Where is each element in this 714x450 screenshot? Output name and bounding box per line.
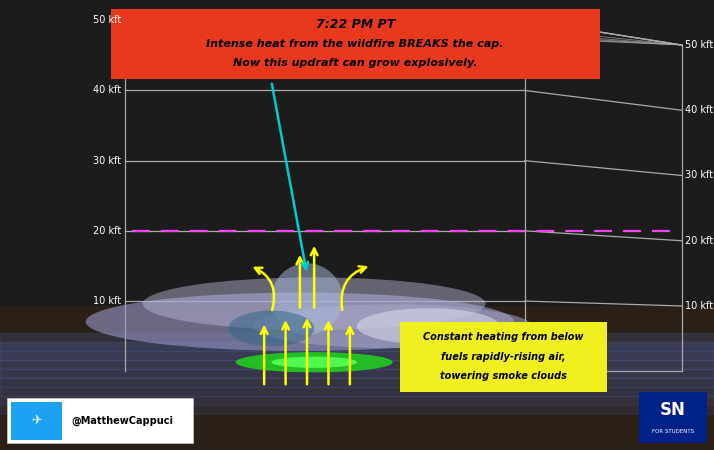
Text: 30 kft: 30 kft xyxy=(94,156,121,166)
FancyBboxPatch shape xyxy=(111,9,600,79)
Text: 50 kft: 50 kft xyxy=(685,40,714,50)
Polygon shape xyxy=(0,342,714,360)
Text: Constant heating from below: Constant heating from below xyxy=(423,332,583,342)
Text: 10 kft: 10 kft xyxy=(685,301,713,311)
Polygon shape xyxy=(0,378,714,396)
Polygon shape xyxy=(0,387,714,405)
FancyBboxPatch shape xyxy=(11,401,62,440)
Text: towering smoke clouds: towering smoke clouds xyxy=(440,371,567,381)
Polygon shape xyxy=(0,333,714,351)
Ellipse shape xyxy=(253,304,532,348)
Text: fuels rapidly-rising air,: fuels rapidly-rising air, xyxy=(441,351,565,362)
Polygon shape xyxy=(0,351,714,369)
Text: 30 kft: 30 kft xyxy=(685,171,713,180)
Ellipse shape xyxy=(271,263,343,335)
Ellipse shape xyxy=(228,310,314,346)
Ellipse shape xyxy=(143,277,486,330)
Ellipse shape xyxy=(86,292,514,351)
Text: 40 kft: 40 kft xyxy=(94,86,121,95)
FancyBboxPatch shape xyxy=(639,392,707,443)
Text: FOR STUDENTS: FOR STUDENTS xyxy=(652,429,694,434)
Ellipse shape xyxy=(236,352,393,373)
Ellipse shape xyxy=(271,356,357,368)
Text: Now this updraft can grow explosively.: Now this updraft can grow explosively. xyxy=(233,58,478,68)
FancyBboxPatch shape xyxy=(7,398,193,443)
Text: Intense heat from the wildfire BREAKS the cap.: Intense heat from the wildfire BREAKS th… xyxy=(206,39,504,49)
Text: 20 kft: 20 kft xyxy=(93,226,121,236)
Ellipse shape xyxy=(357,308,500,344)
Text: 7:22 PM PT: 7:22 PM PT xyxy=(316,18,395,31)
Polygon shape xyxy=(0,396,714,414)
Polygon shape xyxy=(0,306,714,450)
Polygon shape xyxy=(0,369,714,387)
Text: @MatthewCappuci: @MatthewCappuci xyxy=(71,416,174,426)
Text: 40 kft: 40 kft xyxy=(685,105,713,115)
Text: ✈: ✈ xyxy=(31,414,41,427)
Polygon shape xyxy=(0,360,714,378)
Text: 10 kft: 10 kft xyxy=(94,296,121,306)
Text: 50 kft: 50 kft xyxy=(93,15,121,25)
Text: 20 kft: 20 kft xyxy=(685,236,714,246)
FancyBboxPatch shape xyxy=(400,322,607,392)
Text: SN: SN xyxy=(660,400,686,418)
